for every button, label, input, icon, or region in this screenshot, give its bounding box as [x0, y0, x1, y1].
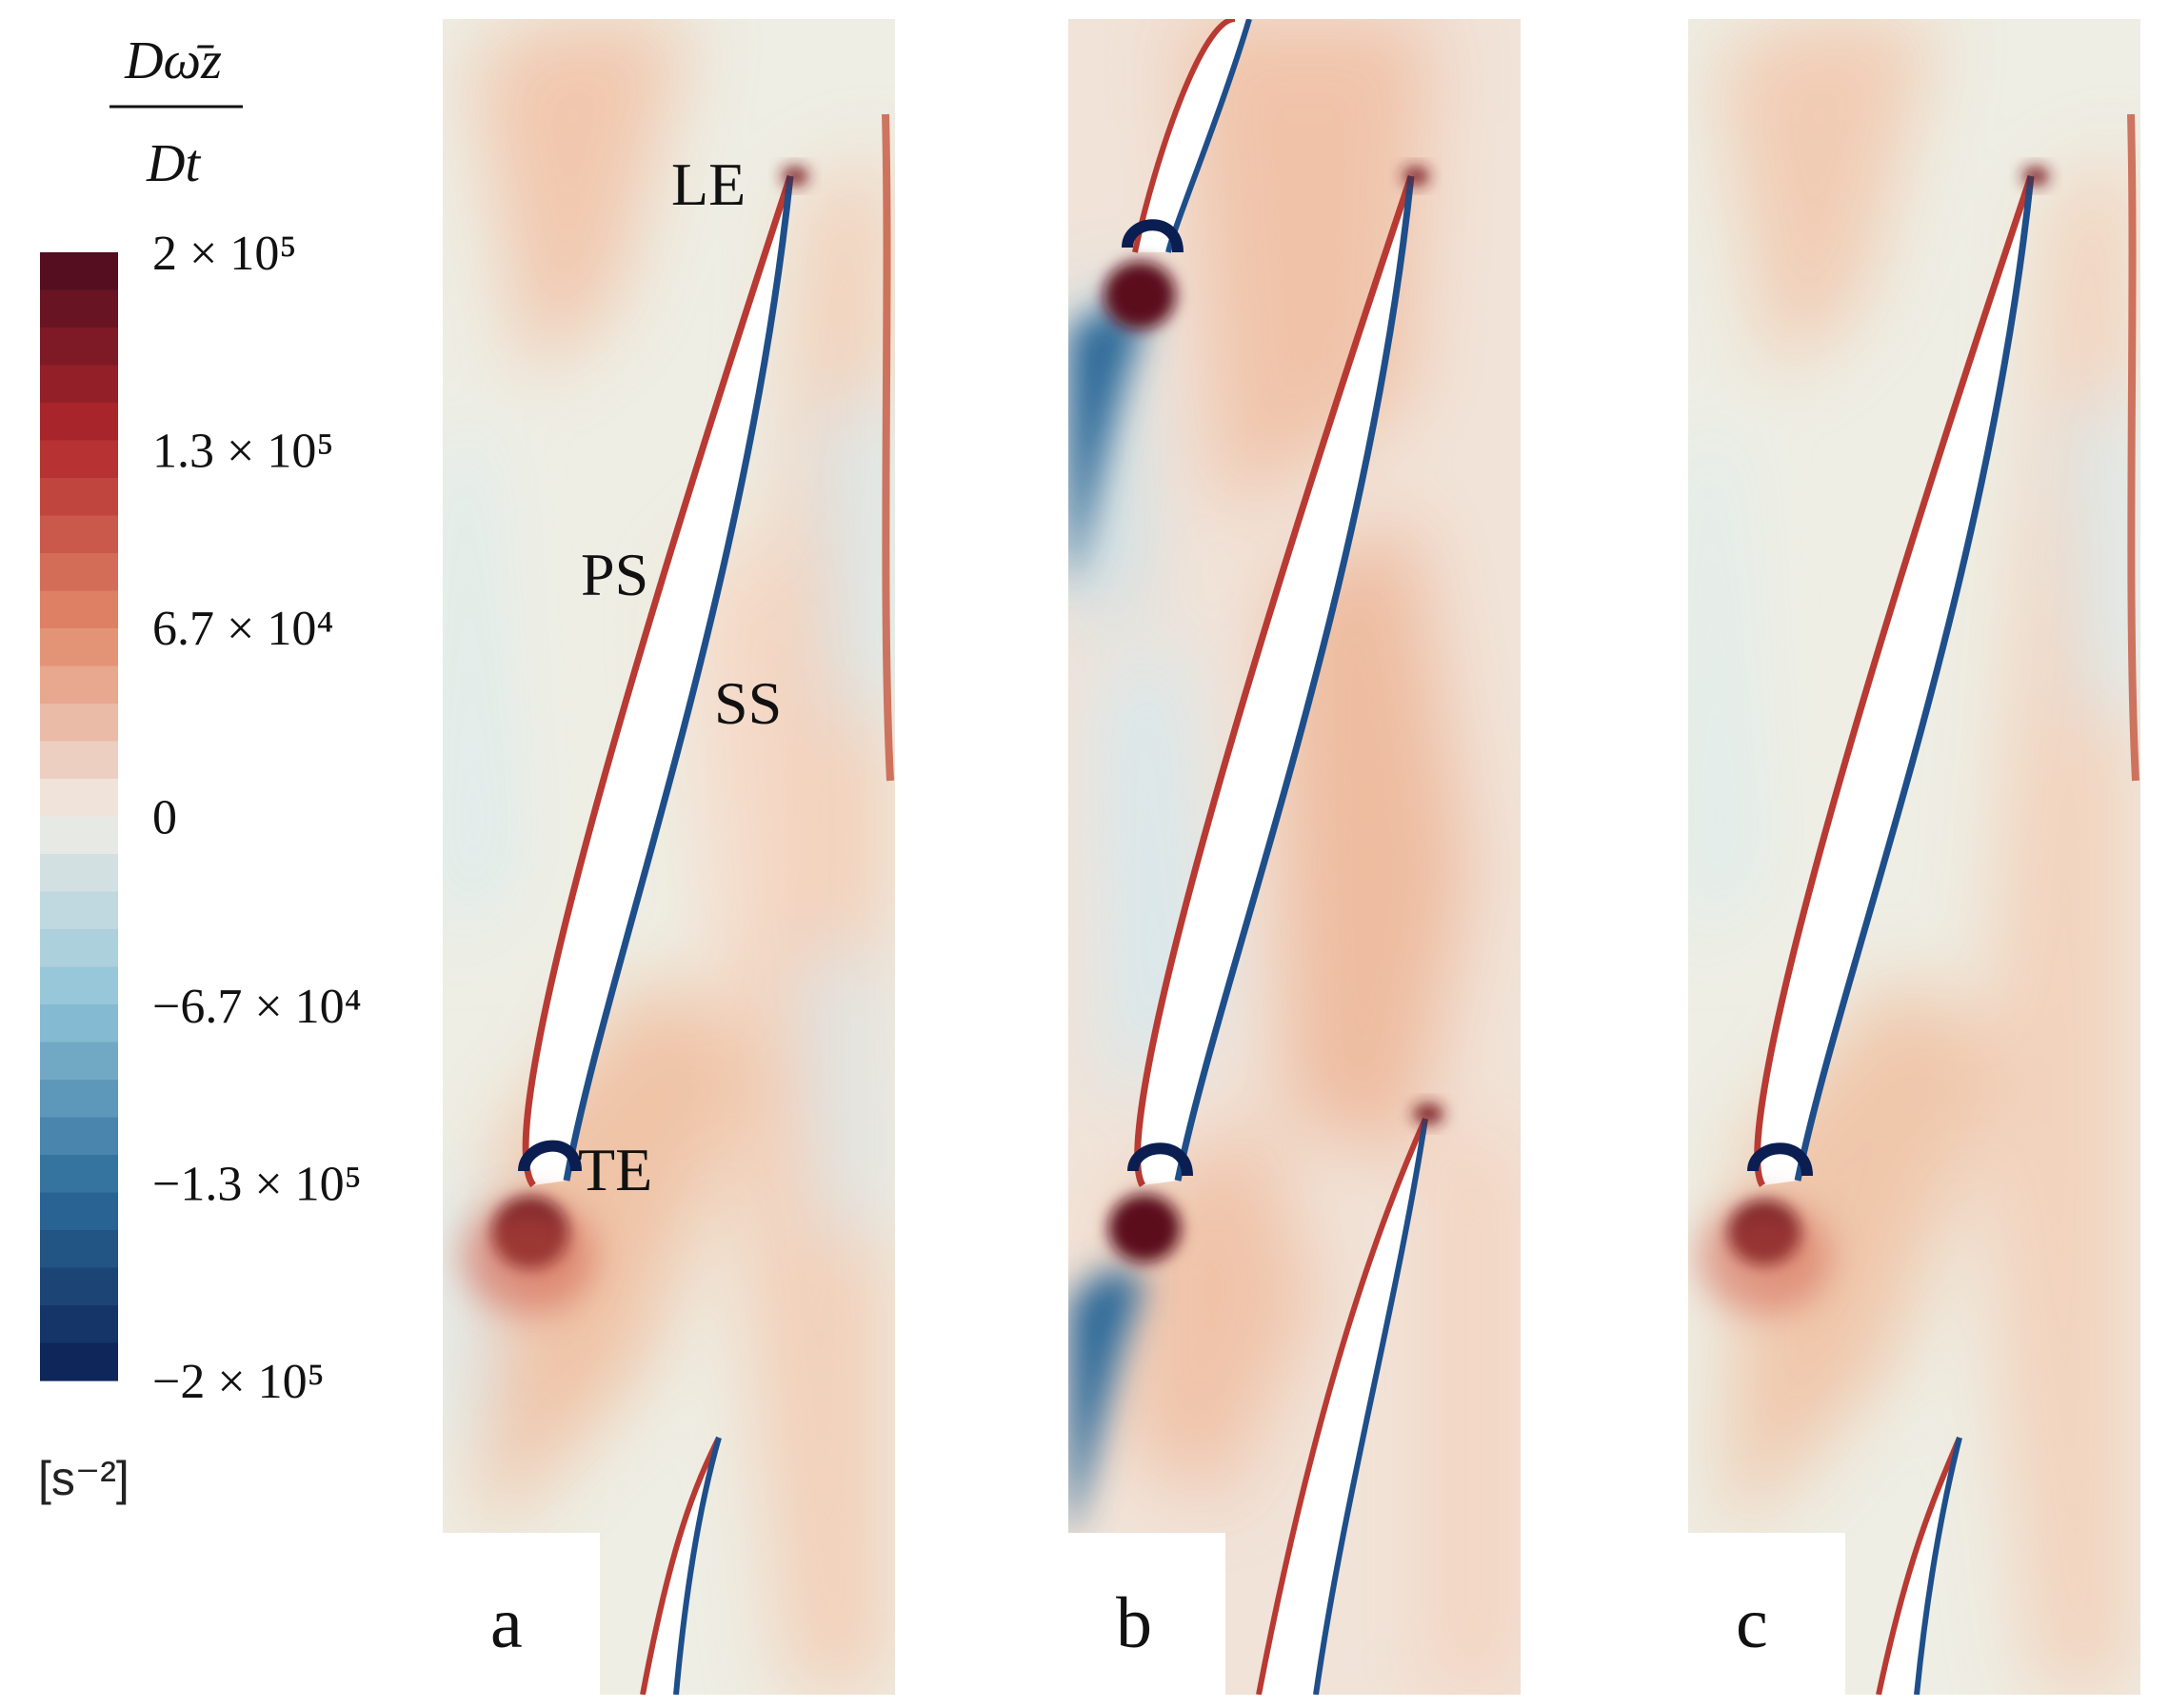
colorbar-band — [40, 478, 118, 517]
blade-upper-left — [1104, 19, 1252, 329]
colorbar-tick-label: 6.7 × 10⁴ — [152, 602, 333, 656]
annotation-te: TE — [578, 1136, 652, 1203]
annotation-ss: SS — [714, 669, 782, 737]
colorbar-band — [40, 704, 118, 743]
colorbar-band — [40, 1004, 118, 1043]
colorbar-band — [40, 854, 118, 893]
colorbar-band — [40, 1155, 118, 1194]
colorbar-band — [40, 1342, 118, 1381]
panel-a: LE PS SS TE a — [443, 19, 895, 1695]
colorbar-band — [40, 1267, 118, 1306]
blade-main — [1698, 167, 2049, 1314]
panel-label-a: a — [490, 1583, 523, 1663]
colorbar-band — [40, 891, 118, 930]
colorbar-band — [40, 929, 118, 968]
colorbar-band — [40, 252, 118, 291]
colorbar-tick-label: −2 × 10⁵ — [152, 1355, 325, 1409]
blade-lower — [640, 1436, 722, 1695]
colorbar-band — [40, 1117, 118, 1156]
colorbar-band — [40, 328, 118, 367]
colorbar-tick-label: 2 × 10⁵ — [152, 227, 296, 281]
colorbar-title-numerator: Dω̄z — [124, 31, 222, 90]
blade-main — [1108, 167, 1429, 1262]
colorbar-title: Dω̄z Dt — [109, 31, 243, 193]
colorbar: Dω̄z Dt 2 × 10⁵ 1.3 × 10⁵ 6.7 × 10⁴ 0 −6.7 ×… — [38, 31, 362, 1505]
colorbar-band — [40, 966, 118, 1005]
colorbar-band — [40, 403, 118, 442]
colorbar-band — [40, 515, 118, 554]
colorbar-unit: [s⁻²] — [38, 1452, 129, 1505]
colorbar-tick-label: −6.7 × 10⁴ — [152, 980, 362, 1034]
panel-label-b: b — [1116, 1583, 1152, 1663]
colorbar-band — [40, 440, 118, 479]
colorbar-tick-label: 1.3 × 10⁵ — [152, 424, 333, 478]
colorbar-ticks: 2 × 10⁵ 1.3 × 10⁵ 6.7 × 10⁴ 0 −6.7 × 10⁴ −1.3… — [152, 227, 362, 1409]
blade-lower — [1876, 1436, 1962, 1695]
colorbar-band — [40, 553, 118, 592]
panel-b: b — [1068, 19, 1521, 1695]
colorbar-band — [40, 289, 118, 328]
blade-lower — [1256, 1103, 1443, 1695]
annotation-ps: PS — [581, 541, 648, 608]
panel-c: c — [1688, 19, 2140, 1695]
colorbar-band — [40, 1080, 118, 1119]
colorbar-bands — [40, 252, 118, 1381]
colorbar-band — [40, 1192, 118, 1231]
colorbar-band — [40, 1230, 118, 1269]
colorbar-band — [40, 365, 118, 404]
colorbar-band — [40, 1042, 118, 1081]
colorbar-band — [40, 590, 118, 629]
colorbar-band — [40, 779, 118, 818]
colorbar-band — [40, 665, 118, 705]
colorbar-band — [40, 1305, 118, 1344]
blade-main — [462, 167, 808, 1314]
colorbar-tick-label: −1.3 × 10⁵ — [152, 1158, 362, 1212]
colorbar-tick-label: 0 — [152, 791, 177, 845]
colorbar-band — [40, 628, 118, 667]
colorbar-title-denominator: Dt — [146, 134, 201, 193]
panel-label-c: c — [1736, 1583, 1768, 1663]
annotation-le: LE — [671, 150, 746, 218]
colorbar-band — [40, 816, 118, 855]
colorbar-band — [40, 741, 118, 780]
